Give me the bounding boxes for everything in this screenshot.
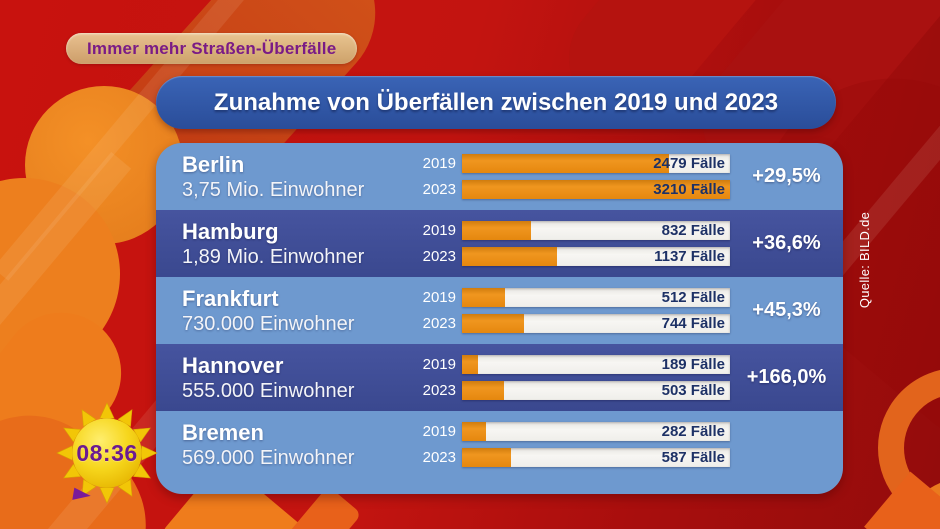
bar-track: 832 Fälle [462, 221, 730, 240]
city-row-bremen: Bremen 569.000 Einwohner 2019 282 Fälle … [156, 411, 843, 494]
bar-value-label: 189 Fälle [661, 356, 725, 373]
bar-value-label: 587 Fälle [661, 449, 725, 466]
bar-line-2023: 2023 744 Fälle [418, 314, 730, 333]
city-population: 730.000 Einwohner [182, 312, 355, 335]
year-label: 2019 [422, 423, 456, 440]
bar-value-label: 512 Fälle [661, 289, 725, 306]
bar-line-2019: 2019 282 Fälle [418, 422, 730, 441]
bar-value-label: 832 Fälle [661, 222, 725, 239]
headline-bar: Zunahme von Überfällen zwischen 2019 und… [156, 76, 836, 129]
city-info: Bremen 569.000 Einwohner [156, 420, 418, 470]
bar-line-2023: 2023 3210 Fälle [418, 180, 730, 199]
bar-fill [462, 154, 669, 173]
clock-time: 08:36 [76, 439, 138, 466]
bar-line-2019: 2019 832 Fälle [418, 221, 730, 240]
city-population: 1,89 Mio. Einwohner [182, 245, 365, 268]
year-label: 2019 [422, 155, 456, 172]
bar-group: 2019 189 Fälle 2023 503 Fälle [418, 355, 730, 400]
city-row-frankfurt: Frankfurt 730.000 Einwohner 2019 512 Fäl… [156, 277, 843, 344]
change-percent: +45,3% [752, 299, 821, 321]
city-population: 3,75 Mio. Einwohner [182, 178, 365, 201]
year-label: 2023 [422, 449, 456, 466]
bar-group: 2019 282 Fälle 2023 587 Fälle [418, 422, 730, 467]
bar-value-label: 3210 Fälle [653, 181, 725, 198]
bar-track: 3210 Fälle [462, 180, 730, 199]
city-info: Frankfurt 730.000 Einwohner [156, 286, 418, 336]
year-label: 2023 [422, 248, 456, 265]
city-population: 555.000 Einwohner [182, 379, 355, 402]
bar-line-2023: 2023 1137 Fälle [418, 247, 730, 266]
bar-fill [462, 448, 512, 467]
city-name: Berlin [182, 151, 245, 177]
change-percent: +166,0% [746, 366, 827, 388]
year-label: 2023 [422, 315, 456, 332]
kicker-badge: Immer mehr Straßen-Überfälle [66, 33, 358, 64]
bar-fill [462, 422, 486, 441]
bar-fill [462, 247, 557, 266]
city-name: Hamburg [182, 218, 279, 244]
clock-sun: 08:36 [56, 402, 158, 504]
change-percent: +29,5% [752, 165, 821, 187]
bar-value-label: 1137 Fälle [654, 248, 725, 265]
year-label: 2019 [422, 356, 456, 373]
stats-panel: Berlin 3,75 Mio. Einwohner 2019 2479 Fäl… [156, 143, 843, 494]
bar-fill [462, 180, 730, 199]
sun-icon [56, 402, 158, 504]
source-credit: Quelle: BILD.de [857, 211, 872, 309]
bar-track: 189 Fälle [462, 355, 730, 374]
bar-line-2023: 2023 587 Fälle [418, 448, 730, 467]
bar-fill [462, 381, 505, 400]
bar-fill [462, 288, 505, 307]
bar-track: 503 Fälle [462, 381, 730, 400]
bar-value-label: 282 Fälle [661, 423, 725, 440]
bar-track: 587 Fälle [462, 448, 730, 467]
bar-track: 2479 Fälle [462, 154, 730, 173]
bar-group: 2019 512 Fälle 2023 744 Fälle [418, 288, 730, 333]
bar-group: 2019 832 Fälle 2023 1137 Fälle [418, 221, 730, 266]
bar-line-2019: 2019 189 Fälle [418, 355, 730, 374]
bar-track: 512 Fälle [462, 288, 730, 307]
city-population: 569.000 Einwohner [182, 446, 355, 469]
year-label: 2019 [422, 222, 456, 239]
page-title: Zunahme von Überfällen zwischen 2019 und… [213, 88, 779, 116]
city-info: Berlin 3,75 Mio. Einwohner [156, 152, 418, 202]
city-name: Frankfurt [182, 285, 279, 311]
bar-group: 2019 2479 Fälle 2023 3210 Fälle [418, 154, 730, 199]
city-name: Bremen [182, 419, 264, 445]
bar-track: 1137 Fälle [462, 247, 730, 266]
bar-value-label: 744 Fälle [661, 315, 725, 332]
bar-value-label: 503 Fälle [661, 382, 725, 399]
bar-line-2019: 2019 512 Fälle [418, 288, 730, 307]
bar-fill [462, 221, 532, 240]
bar-track: 744 Fälle [462, 314, 730, 333]
bar-value-label: 2479 Fälle [653, 155, 725, 172]
city-info: Hannover 555.000 Einwohner [156, 353, 418, 403]
year-label: 2023 [422, 181, 456, 198]
kicker-label: Immer mehr Straßen-Überfälle [87, 38, 337, 58]
bar-line-2019: 2019 2479 Fälle [418, 154, 730, 173]
city-info: Hamburg 1,89 Mio. Einwohner [156, 219, 418, 269]
bar-line-2023: 2023 503 Fälle [418, 381, 730, 400]
year-label: 2019 [422, 289, 456, 306]
city-row-hamburg: Hamburg 1,89 Mio. Einwohner 2019 832 Fäl… [156, 210, 843, 277]
city-row-berlin: Berlin 3,75 Mio. Einwohner 2019 2479 Fäl… [156, 143, 843, 210]
city-name: Hannover [182, 352, 284, 378]
bar-track: 282 Fälle [462, 422, 730, 441]
bar-fill [462, 314, 525, 333]
year-label: 2023 [422, 382, 456, 399]
change-percent: +36,6% [752, 232, 821, 254]
bar-fill [462, 355, 478, 374]
city-row-hannover: Hannover 555.000 Einwohner 2019 189 Fäll… [156, 344, 843, 411]
